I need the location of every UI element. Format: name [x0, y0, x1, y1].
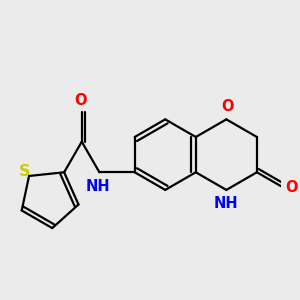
Text: O: O	[75, 93, 87, 108]
Text: NH: NH	[85, 179, 110, 194]
Text: O: O	[285, 180, 298, 195]
Text: O: O	[221, 99, 233, 114]
Text: NH: NH	[214, 196, 239, 211]
Text: S: S	[19, 164, 31, 178]
